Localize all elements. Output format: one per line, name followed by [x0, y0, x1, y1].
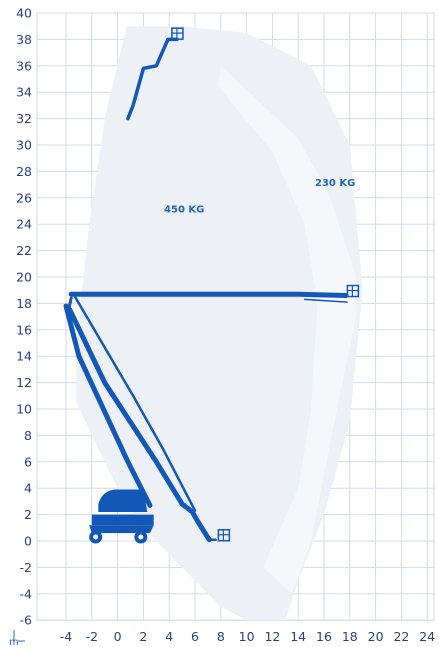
y-tick-label: 24 — [16, 217, 32, 232]
zone-label-230kg: 230 KG — [315, 178, 355, 189]
y-tick-label: 14 — [16, 349, 32, 364]
y-tick-label: 12 — [16, 375, 32, 390]
x-tick-label: 22 — [393, 629, 409, 644]
y-tick-label: 34 — [16, 85, 32, 100]
y-tick-label: 8 — [24, 428, 32, 443]
lift-chassis — [89, 489, 154, 544]
x-tick-label: 2 — [139, 629, 147, 644]
y-tick-label: -2 — [20, 560, 32, 575]
wheel — [134, 530, 148, 544]
platform-low — [217, 528, 231, 542]
x-tick-label: 14 — [290, 629, 306, 644]
y-tick-label: 28 — [16, 164, 32, 179]
y-tick-label: 10 — [16, 402, 32, 417]
y-tick-label: 30 — [16, 138, 32, 153]
y-tick-label: 6 — [24, 454, 32, 469]
zone-230kg-area — [218, 65, 357, 594]
horizontal-boom-main — [68, 291, 349, 298]
riser-boom-lower — [67, 307, 212, 543]
y-tick-label: 38 — [16, 32, 32, 47]
wheel — [89, 530, 103, 544]
y-tick-label: 2 — [24, 507, 32, 522]
y-tick-label: 40 — [16, 6, 32, 21]
y-tick-label: -4 — [20, 586, 33, 601]
y-tick-label: 22 — [16, 243, 32, 258]
y-tick-label: 18 — [16, 296, 32, 311]
working-zones — [76, 26, 363, 621]
x-tick-label: -2 — [86, 629, 98, 644]
y-tick-label: 32 — [16, 111, 32, 126]
y-tick-label: -6 — [20, 613, 33, 628]
y-tick-label: 0 — [24, 534, 32, 549]
x-tick-label: 12 — [264, 629, 280, 644]
x-tick-label: 6 — [191, 629, 199, 644]
x-tick-label: 4 — [165, 629, 173, 644]
y-tick-label: 26 — [16, 190, 32, 205]
platform-max-outreach — [346, 284, 360, 298]
y-tick-label: 16 — [16, 322, 32, 337]
y-tick-label: 4 — [24, 481, 32, 496]
x-tick-label: 16 — [316, 629, 332, 644]
x-tick-label: 10 — [239, 629, 255, 644]
x-tick-label: 18 — [342, 629, 358, 644]
zone-labels: 450 KG 230 KG — [164, 178, 355, 215]
x-tick-label: 0 — [114, 629, 122, 644]
riser-link — [73, 295, 197, 512]
horizontal-boom-lower-edge — [303, 298, 348, 303]
zone-label-450kg: 450 KG — [164, 204, 204, 215]
platform-max-height — [171, 27, 184, 40]
upper-boom-max-height — [126, 37, 179, 121]
riser-boom-outer — [63, 303, 153, 508]
y-axis-ticks: -6-4-20246810121416182022242628303234363… — [16, 6, 32, 628]
x-tick-label: 8 — [217, 629, 225, 644]
aerial-lift-drawing — [63, 27, 360, 544]
x-axis-ticks: -4 -2 0 2 4 6 8 10 12 14 16 18 20 22 24 — [60, 629, 435, 644]
y-tick-label: 36 — [16, 58, 32, 73]
unit-marker: m — [9, 630, 25, 647]
x-tick-label: 20 — [368, 629, 384, 644]
unit-label: m — [9, 637, 19, 647]
y-tick-label: 20 — [16, 270, 32, 285]
x-tick-label: -4 — [60, 629, 73, 644]
x-tick-label: 24 — [419, 629, 435, 644]
